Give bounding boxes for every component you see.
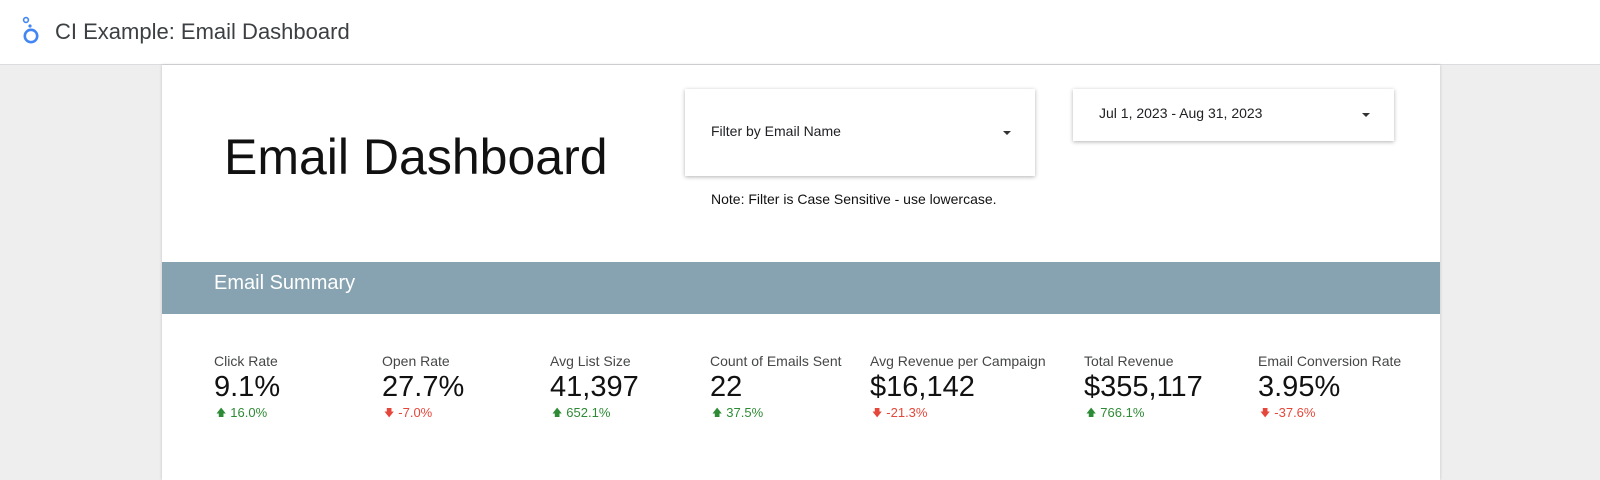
kpi-total-revenue[interactable]: Total Revenue $355,117 🡅 766.1% [1084, 353, 1203, 423]
kpi-delta: 🡅 37.5% [710, 404, 842, 423]
kpi-delta: 🡅 16.0% [214, 404, 280, 423]
kpi-label: Click Rate [214, 353, 278, 369]
kpi-delta: 🡅 652.1% [550, 404, 639, 423]
looker-studio-logo-icon[interactable] [18, 16, 42, 48]
kpi-count-of-emails-sent[interactable]: Count of Emails Sent 22 🡅 37.5% [710, 353, 842, 423]
top-bar: CI Example: Email Dashboard [0, 0, 1600, 65]
kpi-value: 22 [710, 371, 743, 403]
kpi-value: $355,117 [1084, 371, 1203, 403]
kpi-open-rate[interactable]: Open Rate 27.7% 🡇 -7.0% [382, 353, 464, 423]
kpi-value: $16,142 [870, 371, 975, 403]
arrow-down-icon: 🡇 [384, 408, 395, 419]
arrow-down-icon: 🡇 [1260, 408, 1271, 419]
arrow-up-icon: 🡅 [1086, 408, 1097, 419]
kpi-value: 41,397 [550, 371, 639, 403]
email-name-filter[interactable]: Filter by Email Name [685, 89, 1035, 176]
arrow-up-icon: 🡅 [552, 408, 563, 419]
kpi-label: Count of Emails Sent [710, 353, 842, 369]
kpi-click-rate[interactable]: Click Rate 9.1% 🡅 16.0% [214, 353, 280, 423]
kpi-email-conversion-rate[interactable]: Email Conversion Rate 3.95% 🡇 -37.6% [1258, 353, 1401, 423]
date-range-picker[interactable]: Jul 1, 2023 - Aug 31, 2023 [1073, 89, 1394, 141]
report-canvas: Email Dashboard Filter by Email Name Not… [162, 65, 1440, 480]
dropdown-caret-icon[interactable] [1362, 113, 1370, 117]
kpi-label: Avg Revenue per Campaign [870, 353, 1046, 369]
kpi-delta: 🡇 -7.0% [382, 404, 464, 423]
kpi-delta-value: 37.5% [726, 405, 764, 420]
kpi-delta-value: 766.1% [1100, 405, 1145, 420]
date-range-label: Jul 1, 2023 - Aug 31, 2023 [1099, 105, 1263, 121]
kpi-avg-list-size[interactable]: Avg List Size 41,397 🡅 652.1% [550, 353, 639, 423]
kpi-label: Email Conversion Rate [1258, 353, 1402, 369]
page-title: Email Dashboard [224, 129, 608, 185]
arrow-up-icon: 🡅 [712, 408, 723, 419]
kpi-label: Open Rate [382, 353, 450, 369]
kpi-delta-value: -37.6% [1274, 405, 1316, 420]
kpi-delta-value: 16.0% [230, 405, 268, 420]
kpi-label: Avg List Size [550, 353, 631, 369]
kpi-value: 27.7% [382, 371, 465, 403]
kpi-value: 9.1% [214, 371, 281, 403]
kpi-label: Total Revenue [1084, 353, 1174, 369]
kpi-delta: 🡇 -21.3% [870, 404, 1046, 423]
filter-label: Filter by Email Name [711, 123, 841, 139]
kpi-delta: 🡅 766.1% [1084, 404, 1203, 423]
section-header: Email Summary [162, 262, 1440, 314]
kpi-value: 3.95% [1258, 371, 1341, 403]
kpi-avg-revenue-per-campaign[interactable]: Avg Revenue per Campaign $16,142 🡇 -21.3% [870, 353, 1046, 423]
kpi-delta: 🡇 -37.6% [1258, 404, 1401, 423]
kpi-delta-value: -21.3% [886, 405, 928, 420]
dropdown-caret-icon[interactable] [1003, 131, 1011, 135]
filter-note: Note: Filter is Case Sensitive - use low… [711, 191, 997, 207]
kpi-delta-value: -7.0% [398, 405, 433, 420]
section-title: Email Summary [214, 272, 356, 294]
arrow-down-icon: 🡇 [872, 408, 883, 419]
app-title: CI Example: Email Dashboard [55, 19, 350, 44]
arrow-up-icon: 🡅 [216, 408, 227, 419]
kpi-delta-value: 652.1% [566, 405, 611, 420]
